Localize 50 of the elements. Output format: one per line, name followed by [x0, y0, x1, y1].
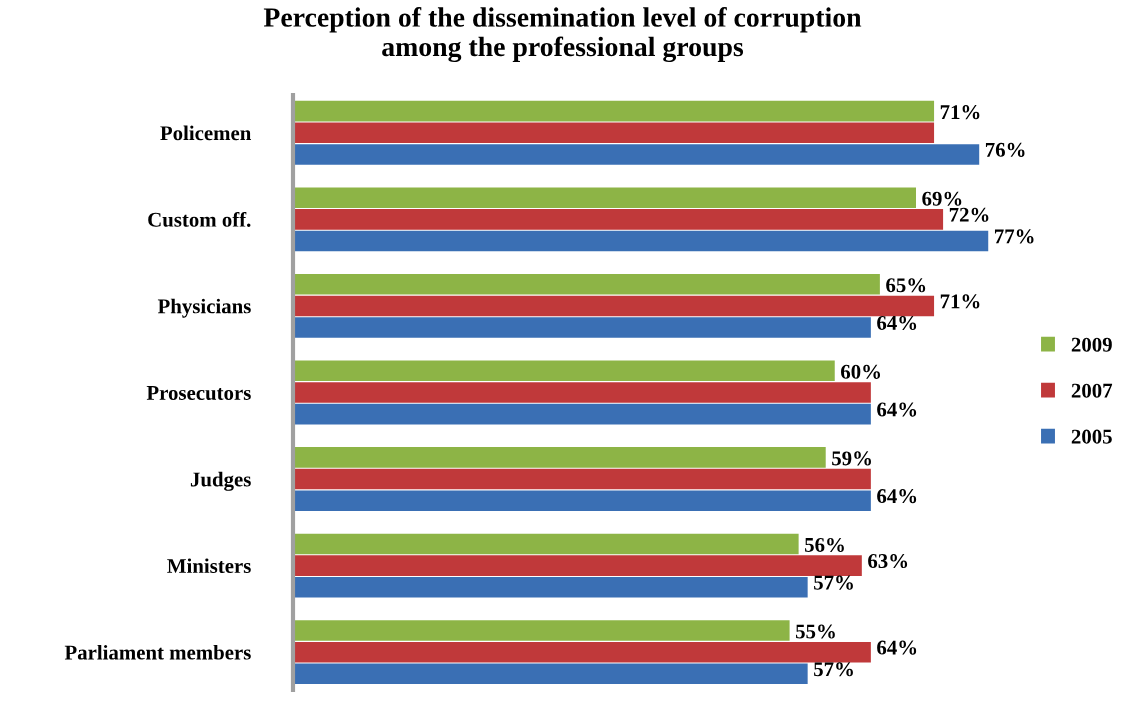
bar: [293, 468, 871, 490]
bar: [293, 555, 862, 576]
data-label: 55%: [795, 624, 835, 639]
bar: [293, 122, 935, 144]
y-tick-label: Prosecutors: [146, 386, 251, 400]
y-tick-label: Physicians: [157, 298, 251, 318]
bar: [293, 533, 799, 555]
data-label: 57%: [814, 662, 853, 677]
bar: [293, 663, 808, 685]
bar: [293, 360, 835, 382]
bar: [293, 403, 871, 425]
bar: [293, 490, 871, 511]
bar: [293, 209, 944, 230]
legend-label: 2005: [1071, 429, 1112, 444]
bar: [293, 100, 935, 122]
data-label: 60%: [841, 364, 881, 379]
data-label: 57%: [814, 575, 853, 590]
bar: [293, 144, 980, 165]
bar: [293, 620, 790, 641]
bar: [293, 187, 917, 208]
bar: [293, 317, 871, 338]
bar: [293, 576, 808, 598]
data-label: 56%: [805, 537, 844, 553]
bar: [293, 230, 989, 252]
bar: [293, 641, 871, 663]
legend-label: 2007: [1071, 383, 1113, 398]
data-label: 76%: [985, 142, 1025, 157]
data-label: 77%: [994, 229, 1034, 244]
data-label: 71%: [940, 105, 980, 120]
data-label: 69%: [922, 191, 962, 206]
data-label: 64%: [877, 640, 917, 655]
chart-title: Perception of the dissemination level of corruption among the professional groups: [263, 7, 862, 63]
y-tick-label: Parliament members: [64, 644, 251, 660]
data-label: 63%: [868, 553, 908, 569]
bar: [293, 274, 880, 295]
data-label: 65%: [886, 278, 926, 293]
data-label: 64%: [877, 315, 917, 331]
data-label: 71%: [940, 294, 980, 309]
y-tick-label: Custom off.: [148, 211, 251, 227]
y-tick-label: Policemen: [160, 125, 252, 141]
data-label: 64%: [877, 489, 917, 504]
legend-label: 2009: [1071, 337, 1112, 352]
data-label: 59%: [832, 451, 871, 466]
y-tick-label: Ministers: [167, 558, 251, 574]
bar: [293, 447, 826, 468]
data-label: 72%: [949, 207, 989, 222]
data-label: 64%: [877, 402, 917, 417]
bar: [293, 382, 871, 403]
y-tick-label: Judges: [190, 471, 251, 491]
bar: [293, 295, 935, 317]
